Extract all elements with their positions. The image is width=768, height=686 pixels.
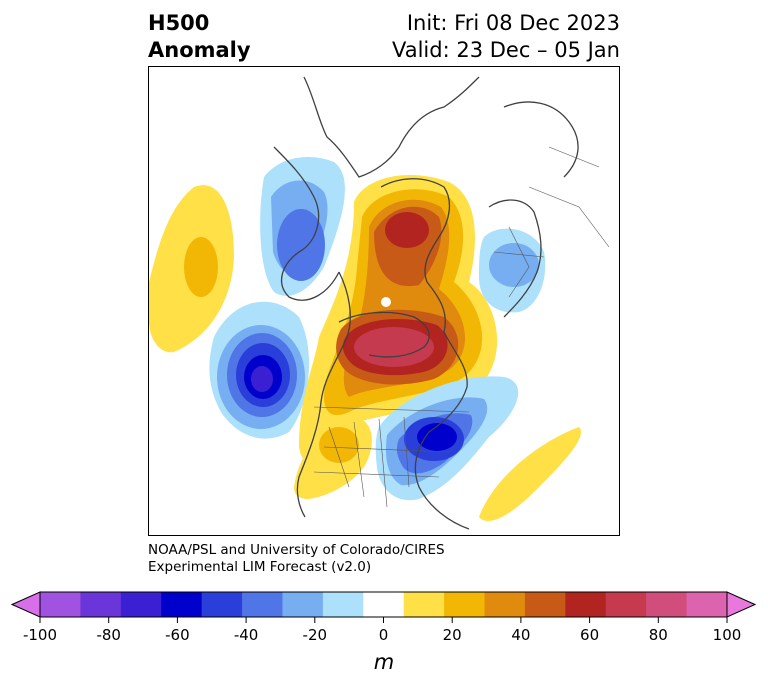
colorbar-cell (282, 592, 324, 617)
anomaly-pacific-high (149, 185, 234, 353)
init-date-label: Init: Fri 08 Dec 2023 (406, 11, 620, 35)
anomaly-atlantic-high (479, 427, 581, 521)
colorbar-tick-label: 20 (442, 626, 462, 644)
anomaly-alaska-low (260, 157, 345, 296)
colorbar (10, 591, 757, 623)
colorbar-tick-label: -60 (165, 626, 190, 644)
map-subtitle: Anomaly (148, 38, 251, 62)
colorbar-tick-label: 0 (378, 626, 389, 644)
colorbar-cell (686, 592, 728, 617)
anomaly-west-coast-low (209, 301, 310, 439)
colorbar-tick-label: -20 (302, 626, 328, 644)
colorbar-extend-low-arrow (10, 591, 41, 618)
anomaly-europe-low (479, 228, 546, 313)
colorbar-cell (565, 592, 607, 617)
colorbar-tick-label: 100 (712, 626, 742, 644)
colorbar-tick-label: 60 (580, 626, 600, 644)
anomaly-map (148, 66, 620, 536)
colorbar-tick-label: 80 (648, 626, 668, 644)
colorbar-cell (646, 592, 688, 617)
colorbar-cell (161, 592, 203, 617)
colorbar-cell (242, 592, 283, 617)
credit-line-1: NOAA/PSL and University of Colorado/CIRE… (148, 542, 445, 558)
colorbar-tick-label: -100 (22, 626, 58, 644)
colorbar-cell (403, 592, 445, 617)
valid-period-label: Valid: 23 Dec – 05 Jan (391, 38, 620, 62)
colorbar-tick-label: -40 (233, 626, 259, 644)
colorbar-cell (120, 592, 162, 617)
colorbar-cell (363, 592, 405, 617)
credit-line-2: Experimental LIM Forecast (v2.0) (148, 559, 372, 575)
political-borders (313, 146, 610, 508)
coastlines (273, 76, 579, 530)
anomaly-southwest-high (294, 417, 372, 499)
colorbar-cell (201, 592, 243, 617)
colorbar-cell (524, 592, 566, 617)
colorbar-tick-label: -80 (96, 626, 121, 644)
colorbar-cell (484, 592, 526, 617)
colorbar-extend-high-arrow (726, 591, 757, 618)
colorbar-cell (605, 592, 647, 617)
colorbar-cell (444, 592, 486, 617)
colorbar-unit-label: m (373, 650, 395, 674)
colorbar-cell (80, 592, 122, 617)
map-title: H500 (148, 11, 210, 35)
anomaly-map-graphic (149, 76, 610, 530)
colorbar-cell (40, 592, 81, 617)
colorbar-cell (322, 592, 364, 617)
colorbar-tick-label: 40 (511, 626, 531, 644)
